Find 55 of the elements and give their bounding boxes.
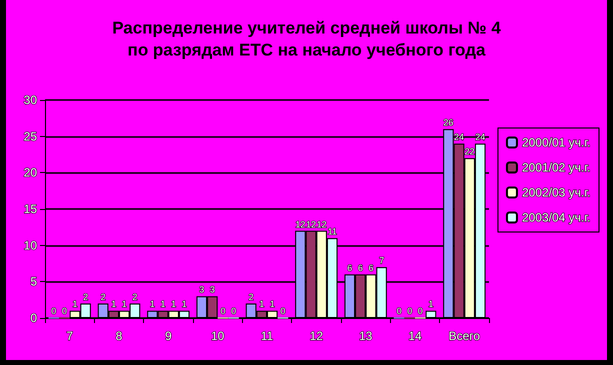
data-label: 1	[182, 299, 187, 310]
data-label: 0	[62, 306, 67, 316]
data-label: 0	[407, 306, 412, 316]
x-tick-label: 10	[210, 329, 225, 343]
data-label: 0	[231, 306, 236, 316]
data-label: 22	[464, 146, 475, 157]
data-label: 0	[51, 306, 56, 316]
data-label: 12	[316, 219, 327, 230]
x-tick-label: 9	[164, 329, 172, 343]
data-label: 0	[396, 306, 402, 316]
legend-label: 2000/01 уч.г.	[522, 136, 591, 150]
data-label: 11	[328, 226, 337, 237]
data-label: 1	[122, 299, 127, 310]
y-tick-label: 0	[30, 311, 38, 325]
legend-label: 2003/04 уч.г.	[522, 210, 591, 224]
data-label: 2	[83, 292, 88, 302]
data-label: 3	[199, 284, 204, 295]
data-label: 0	[220, 306, 226, 316]
data-label: 1	[160, 299, 166, 310]
x-tick-label: Всего	[448, 329, 480, 343]
data-label: 6	[368, 262, 374, 273]
data-label: 1	[171, 299, 176, 310]
y-tick-label: 25	[24, 129, 38, 144]
x-tick-label: 11	[260, 329, 274, 343]
data-label: 2	[132, 292, 138, 302]
data-label: 1	[111, 299, 116, 310]
y-tick-label: 20	[24, 166, 38, 180]
data-label: 6	[347, 262, 352, 273]
data-label: 26	[443, 118, 454, 128]
x-tick-label: 14	[408, 329, 422, 343]
y-tick-label: 10	[24, 238, 38, 252]
data-label: 2	[248, 292, 254, 302]
data-label: 2	[100, 292, 106, 302]
data-label: 7	[379, 256, 384, 266]
x-tick-label: 13	[358, 329, 373, 343]
data-label: 0	[418, 306, 423, 316]
data-label: 12	[295, 219, 306, 230]
data-label: 0	[280, 306, 286, 316]
data-label: 1	[270, 299, 275, 310]
legend-label: 2002/03 уч.г.	[522, 186, 591, 200]
x-tick-label: 12	[310, 329, 324, 343]
chart-title: Распределение учителей средней школы № 4 по разрядам ЕТС на начало учебного года	[112, 18, 502, 60]
data-label: 6	[358, 262, 363, 273]
y-tick-label: 30	[24, 93, 38, 107]
x-tick-label: 7	[66, 329, 74, 343]
y-tick-label: 15	[24, 202, 38, 216]
y-tick-label: 5	[30, 274, 38, 289]
data-label: 1	[259, 299, 264, 310]
data-label: 1	[428, 299, 434, 310]
data-label: 3	[210, 284, 215, 295]
data-label: 1	[150, 299, 155, 310]
data-label: 12	[306, 219, 316, 230]
data-label: 1	[72, 299, 78, 310]
x-tick-label: 8	[116, 329, 123, 343]
legend-label: 2001/02 уч.г.	[522, 160, 591, 174]
